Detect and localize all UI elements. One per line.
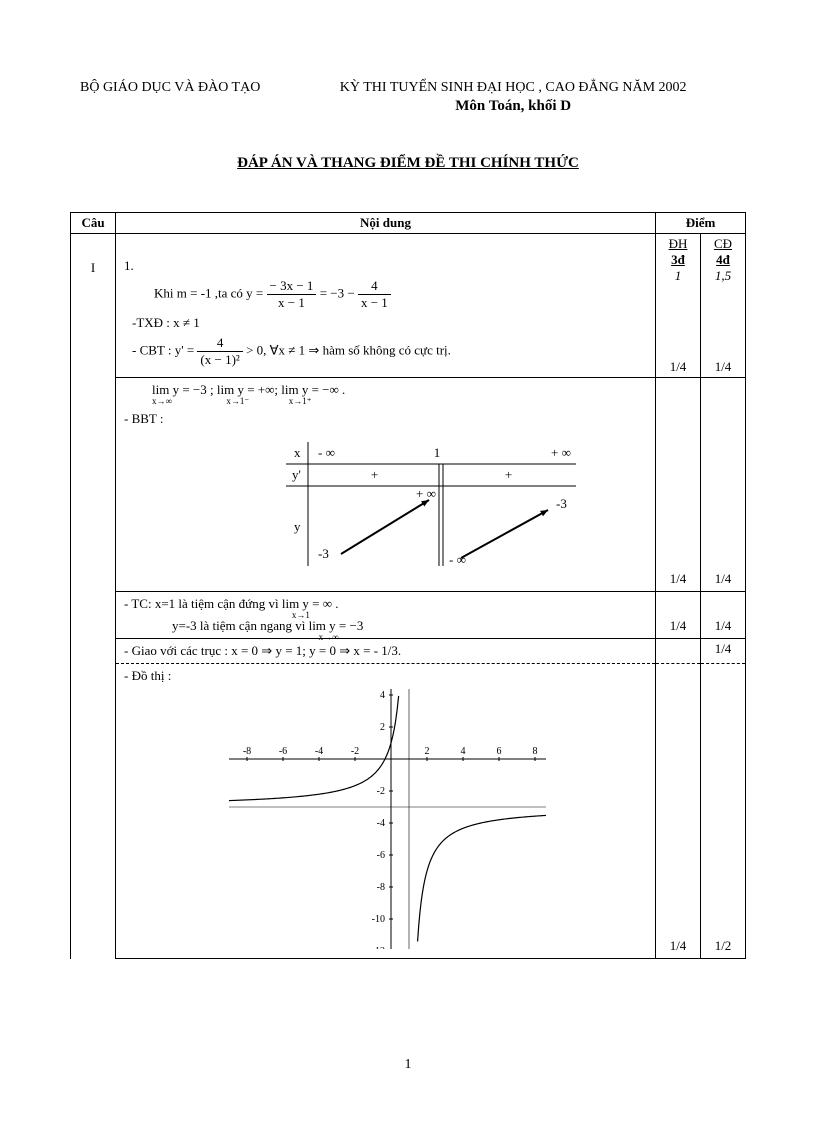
svg-text:y': y' (292, 467, 301, 482)
score-bbt-dh: 1/4 (656, 378, 701, 592)
svg-text:x: x (294, 445, 301, 460)
content-giao: - Giao với các trục : x = 0 ⇒ y = 1; y =… (116, 639, 656, 664)
th-noidung: Nội dung (116, 213, 656, 234)
math-khi: Khi m = -1 ,ta có y = − 3x − 1x − 1 = −3… (124, 274, 647, 315)
bbt-label: - BBT : (124, 407, 647, 427)
svg-text:1: 1 (433, 445, 440, 460)
svg-text:-2: -2 (376, 786, 384, 797)
content-bbt: lim y = −3 ; lim y = +∞; lim y = −∞ . x→… (116, 378, 656, 592)
svg-text:-2: -2 (350, 746, 358, 757)
header-right-line1: KỲ THI TUYỂN SINH ĐẠI HỌC , CAO ĐẲNG NĂM… (280, 80, 746, 96)
page-number: 1 (0, 1057, 816, 1073)
svg-text:+: + (370, 467, 377, 482)
content-dothi: - Đồ thị : xy-8-6-4-2246842-2-4-6-8-10-1… (116, 664, 656, 959)
score-tc-cd: 1/4 (701, 592, 746, 639)
svg-text:-4: -4 (376, 818, 384, 829)
svg-text:-8: -8 (242, 746, 250, 757)
score-head-dh: ĐH 3đ 1 1/4 (656, 234, 701, 378)
svg-text:6: 6 (496, 746, 501, 757)
svg-text:- ∞: - ∞ (318, 445, 335, 460)
svg-text:+ ∞: + ∞ (551, 445, 571, 460)
score-head-cd: CĐ 4đ 1,5 1/4 (701, 234, 746, 378)
svg-text:2: 2 (380, 722, 385, 733)
content-tc: - TC: x=1 là tiệm cận đứng vì lim y = ∞ … (116, 592, 656, 639)
score-dothi-dh: 1/4 (656, 664, 701, 959)
main-title: ĐÁP ÁN VÀ THANG ĐIỂM ĐỀ THI CHÍNH THỨC (70, 155, 746, 172)
main-table: Câu Nội dung Điểm I 1. Khi m = -1 ,ta có… (70, 212, 746, 959)
item-1: 1. (124, 258, 647, 274)
bbt-diagram: x y' y - ∞ 1 + ∞ + + -3 + ∞ - ∞ -3 (176, 432, 596, 582)
svg-text:+ ∞: + ∞ (416, 486, 436, 501)
svg-text:-4: -4 (314, 746, 322, 757)
score-dothi-cd: 1/2 (701, 664, 746, 959)
th-diem: Điểm (656, 213, 746, 234)
svg-text:8: 8 (532, 746, 537, 757)
svg-text:-12: -12 (371, 946, 384, 949)
svg-text:-10: -10 (371, 914, 384, 925)
txd: -TXĐ : x ≠ 1 (124, 315, 647, 331)
svg-text:2: 2 (424, 746, 429, 757)
th-cau: Câu (71, 213, 116, 234)
svg-text:y: y (294, 519, 301, 534)
svg-text:-3: -3 (556, 496, 567, 511)
label-I: I (71, 234, 116, 959)
svg-text:4: 4 (460, 746, 465, 757)
svg-text:-3: -3 (318, 546, 329, 561)
svg-text:- ∞: - ∞ (449, 552, 466, 567)
header-right: KỲ THI TUYỂN SINH ĐẠI HỌC , CAO ĐẲNG NĂM… (260, 80, 746, 115)
svg-text:4: 4 (380, 690, 385, 701)
score-bbt-cd: 1/4 (701, 378, 746, 592)
function-graph: xy-8-6-4-2246842-2-4-6-8-10-12 (226, 689, 546, 949)
header-left: BỘ GIÁO DỤC VÀ ĐÀO TẠO (70, 80, 260, 115)
svg-text:-8: -8 (376, 882, 384, 893)
header-right-line2: Môn Toán, khối D (280, 98, 746, 115)
score-giao-cd: 1/4 (701, 639, 746, 664)
header-row: BỘ GIÁO DỤC VÀ ĐÀO TẠO KỲ THI TUYỂN SINH… (70, 80, 746, 115)
cbt-line: - CBT : y' = 4(x − 1)² > 0, ∀x ≠ 1 ⇒ hàm… (124, 331, 647, 372)
svg-text:-6: -6 (376, 850, 384, 861)
svg-text:+: + (504, 467, 511, 482)
score-tc-dh: 1/4 (656, 592, 701, 639)
content-block-1: 1. Khi m = -1 ,ta có y = − 3x − 1x − 1 =… (116, 234, 656, 378)
score-giao-dh (656, 639, 701, 664)
svg-text:-6: -6 (278, 746, 286, 757)
